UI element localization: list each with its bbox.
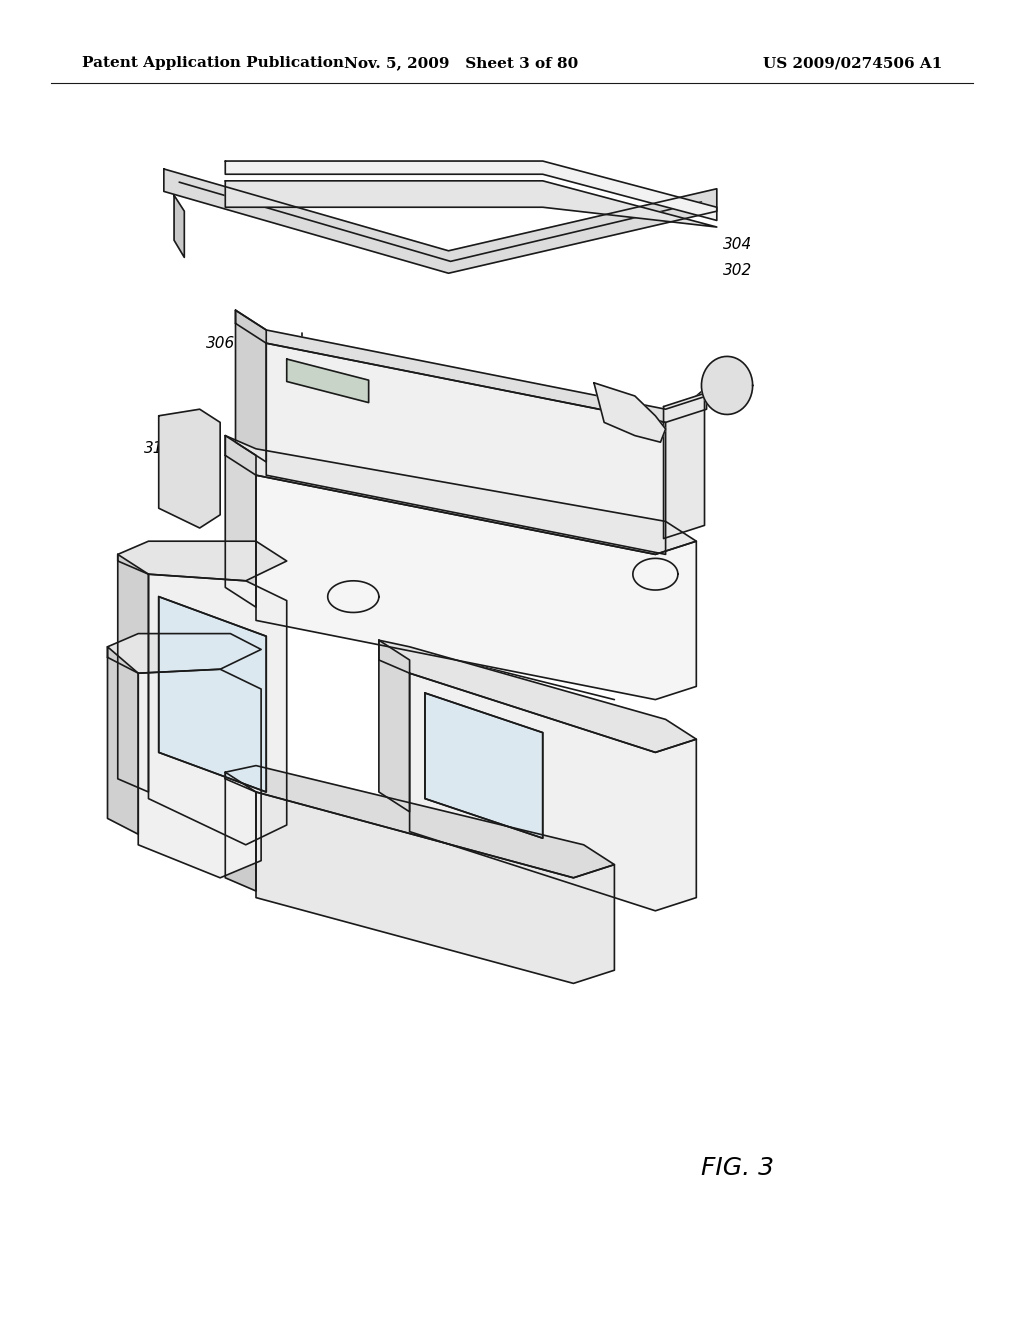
- Polygon shape: [594, 383, 666, 442]
- Text: 104: 104: [324, 606, 352, 622]
- Polygon shape: [379, 640, 696, 752]
- Polygon shape: [108, 647, 138, 834]
- Text: Patent Application Publication: Patent Application Publication: [82, 57, 344, 70]
- Polygon shape: [174, 195, 184, 257]
- Polygon shape: [225, 181, 717, 227]
- Text: 306: 306: [206, 335, 234, 351]
- Polygon shape: [148, 574, 287, 845]
- Polygon shape: [108, 634, 261, 673]
- Text: 304: 304: [723, 236, 752, 252]
- Text: 302: 302: [723, 263, 752, 279]
- Text: 324: 324: [329, 395, 357, 411]
- Polygon shape: [425, 693, 543, 838]
- Polygon shape: [159, 409, 220, 528]
- Polygon shape: [164, 169, 717, 273]
- Polygon shape: [118, 554, 148, 792]
- Polygon shape: [118, 541, 287, 581]
- Text: 308: 308: [411, 903, 439, 919]
- Polygon shape: [256, 475, 696, 700]
- Polygon shape: [225, 161, 717, 220]
- Polygon shape: [225, 436, 696, 554]
- Text: 314: 314: [518, 593, 547, 609]
- Text: 318: 318: [646, 500, 675, 516]
- Polygon shape: [256, 792, 614, 983]
- Polygon shape: [138, 669, 261, 878]
- Text: 500: 500: [667, 612, 695, 628]
- Text: 316: 316: [180, 692, 209, 708]
- Polygon shape: [410, 673, 696, 911]
- Polygon shape: [379, 640, 410, 812]
- Polygon shape: [287, 359, 369, 403]
- Text: 322: 322: [380, 414, 409, 430]
- Polygon shape: [701, 356, 753, 414]
- Polygon shape: [266, 343, 666, 554]
- Text: 340: 340: [257, 474, 286, 490]
- Polygon shape: [225, 766, 614, 878]
- Polygon shape: [236, 310, 266, 462]
- Text: 310: 310: [631, 791, 659, 807]
- Polygon shape: [225, 772, 256, 891]
- Text: 330: 330: [487, 711, 516, 727]
- Polygon shape: [664, 393, 705, 539]
- Text: FIG. 3: FIG. 3: [700, 1156, 774, 1180]
- Text: 402: 402: [165, 738, 194, 754]
- Text: 106: 106: [457, 665, 485, 681]
- Text: Nov. 5, 2009   Sheet 3 of 80: Nov. 5, 2009 Sheet 3 of 80: [344, 57, 578, 70]
- Text: 312: 312: [144, 441, 173, 457]
- Text: 320: 320: [411, 421, 439, 437]
- Text: US 2009/0274506 A1: US 2009/0274506 A1: [763, 57, 942, 70]
- Polygon shape: [159, 597, 266, 792]
- Polygon shape: [225, 436, 256, 607]
- Text: 112: 112: [585, 408, 613, 424]
- Polygon shape: [236, 310, 707, 422]
